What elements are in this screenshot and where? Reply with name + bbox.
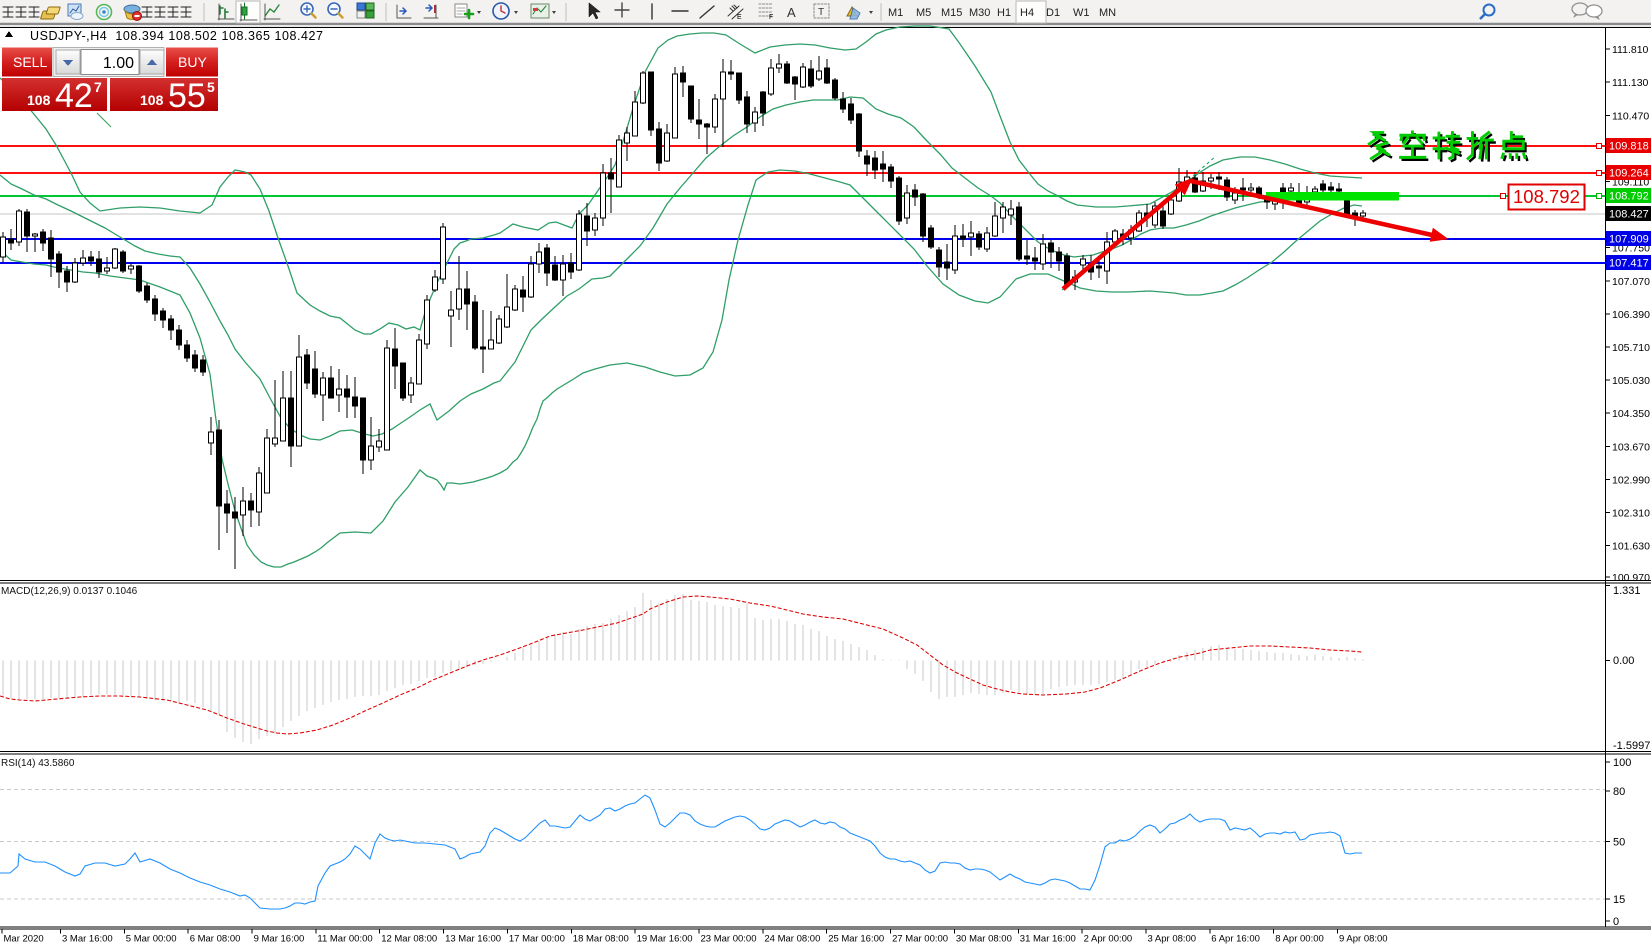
svg-text:42: 42	[55, 77, 93, 115]
svg-text:31 Mar 16:00: 31 Mar 16:00	[1020, 934, 1076, 945]
svg-text:M1: M1	[888, 7, 903, 19]
svg-text:19 Mar 16:00: 19 Mar 16:00	[637, 934, 693, 945]
svg-text:SELL: SELL	[13, 54, 47, 70]
svg-text:MN: MN	[1099, 7, 1116, 19]
svg-text:E: E	[737, 14, 742, 21]
svg-text:RSI(14) 43.5860: RSI(14) 43.5860	[1, 758, 75, 769]
svg-text:55: 55	[168, 77, 206, 115]
svg-text:W1: W1	[1073, 7, 1090, 19]
svg-text:106.390: 106.390	[1612, 309, 1650, 321]
svg-text:108.792: 108.792	[1609, 191, 1649, 203]
svg-text:5: 5	[207, 79, 215, 95]
svg-text:M15: M15	[941, 7, 962, 19]
svg-text:5 Mar 00:00: 5 Mar 00:00	[126, 934, 177, 945]
svg-text:MACD(12,26,9) 0.0137 0.1046: MACD(12,26,9) 0.0137 0.1046	[1, 586, 138, 597]
svg-text:100: 100	[1613, 757, 1631, 769]
svg-text:101.630: 101.630	[1612, 541, 1650, 553]
svg-text:A: A	[787, 5, 796, 20]
svg-text:104.350: 104.350	[1612, 408, 1650, 420]
svg-text:3 Apr 08:00: 3 Apr 08:00	[1148, 934, 1197, 945]
svg-text:80: 80	[1613, 786, 1625, 798]
svg-text:107.909: 107.909	[1609, 234, 1649, 246]
svg-text:F: F	[769, 14, 773, 21]
svg-text:11 Mar 00:00: 11 Mar 00:00	[317, 934, 372, 945]
svg-text:D1: D1	[1046, 7, 1060, 19]
svg-text:H4: H4	[1020, 7, 1034, 19]
svg-text:12 Mar 08:00: 12 Mar 08:00	[381, 934, 437, 945]
svg-text:Mar 2020: Mar 2020	[4, 934, 44, 945]
svg-text:0: 0	[1613, 916, 1619, 928]
svg-text:T: T	[818, 7, 824, 18]
svg-text:7: 7	[94, 79, 102, 95]
svg-text:24 Mar 08:00: 24 Mar 08:00	[764, 934, 820, 945]
svg-text:H1: H1	[997, 7, 1011, 19]
svg-text:3 Mar 16:00: 3 Mar 16:00	[62, 934, 113, 945]
svg-text:107.417: 107.417	[1609, 258, 1649, 270]
svg-text:18 Mar 08:00: 18 Mar 08:00	[573, 934, 629, 945]
svg-text:9 Apr 08:00: 9 Apr 08:00	[1339, 934, 1388, 945]
svg-text:1.00: 1.00	[103, 55, 134, 72]
svg-text:100.970: 100.970	[1612, 572, 1650, 584]
svg-text:9 Mar 16:00: 9 Mar 16:00	[254, 934, 305, 945]
svg-text:30 Mar 08:00: 30 Mar 08:00	[956, 934, 1012, 945]
svg-text:108: 108	[27, 92, 51, 108]
svg-text:M30: M30	[969, 7, 990, 19]
svg-text:8 Apr 00:00: 8 Apr 00:00	[1275, 934, 1324, 945]
svg-text:13 Mar 16:00: 13 Mar 16:00	[445, 934, 501, 945]
svg-text:105.710: 105.710	[1612, 342, 1650, 354]
svg-text:109.264: 109.264	[1609, 168, 1649, 180]
svg-text:107.070: 107.070	[1612, 276, 1650, 288]
svg-text:102.310: 102.310	[1612, 508, 1650, 520]
svg-text:105.030: 105.030	[1612, 375, 1650, 387]
svg-text:109.818: 109.818	[1609, 141, 1649, 153]
svg-text:6 Mar 08:00: 6 Mar 08:00	[190, 934, 241, 945]
svg-text:25 Mar 16:00: 25 Mar 16:00	[828, 934, 884, 945]
svg-text:103.670: 103.670	[1612, 441, 1650, 453]
svg-text:M5: M5	[916, 7, 931, 19]
svg-text:110.470: 110.470	[1612, 110, 1649, 122]
svg-text:2 Apr 00:00: 2 Apr 00:00	[1084, 934, 1133, 945]
svg-text:111.810: 111.810	[1612, 44, 1649, 56]
svg-text:50: 50	[1613, 836, 1625, 848]
svg-text:15: 15	[1613, 894, 1625, 906]
svg-text:BUY: BUY	[178, 54, 207, 70]
svg-text:27 Mar 00:00: 27 Mar 00:00	[892, 934, 948, 945]
svg-text:-1.5997: -1.5997	[1613, 740, 1650, 752]
svg-text:111.130: 111.130	[1612, 77, 1649, 89]
svg-text:108: 108	[140, 92, 164, 108]
svg-text:0.00: 0.00	[1613, 655, 1634, 667]
svg-text:108.792: 108.792	[1513, 186, 1580, 207]
svg-text:23 Mar 00:00: 23 Mar 00:00	[701, 934, 757, 945]
svg-text:1.331: 1.331	[1613, 585, 1641, 597]
svg-text:USDJPY-,H4 108.394 108.502 10: USDJPY-,H4 108.394 108.502 108.365 108.4…	[30, 29, 324, 43]
svg-text:6 Apr 16:00: 6 Apr 16:00	[1211, 934, 1260, 945]
svg-text:102.990: 102.990	[1612, 474, 1650, 486]
svg-text:108.427: 108.427	[1609, 209, 1649, 221]
svg-text:17 Mar 00:00: 17 Mar 00:00	[509, 934, 565, 945]
